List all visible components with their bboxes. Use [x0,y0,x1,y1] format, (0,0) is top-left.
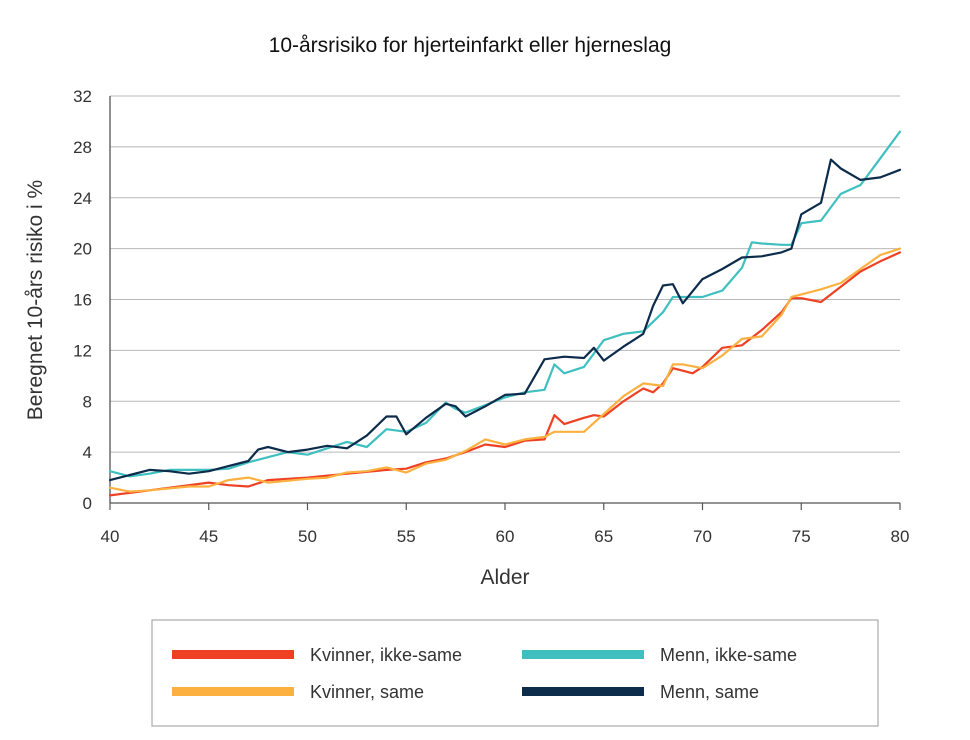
x-axis-ticks: 40 45 50 55 60 65 70 75 80 [101,503,910,546]
x-tick-label: 45 [199,527,218,546]
legend-label: Menn, ikke-same [660,645,797,665]
legend-swatch [522,650,644,659]
series-line-3 [108,130,902,478]
x-axis-label: Alder [480,566,529,589]
series-line-4 [108,158,902,482]
legend-label: Menn, same [660,682,759,702]
y-tick-label: 20 [73,240,92,259]
series-lines [108,130,902,497]
series-line-2 [108,247,902,493]
x-tick-label: 60 [496,527,515,546]
y-tick-label: 12 [73,341,92,360]
x-tick-label: 40 [101,527,120,546]
y-axis-ticks: 0 4 8 12 16 20 24 28 32 [73,87,92,513]
x-tick-label: 70 [693,527,712,546]
series-line-1 [108,251,902,497]
x-tick-label: 75 [792,527,811,546]
y-tick-label: 8 [83,392,92,411]
y-tick-label: 32 [73,87,92,106]
x-tick-label: 55 [397,527,416,546]
x-tick-label: 80 [891,527,910,546]
legend: Kvinner, ikke-same Menn, ikke-same Kvinner… [151,619,879,727]
legend-swatch [172,650,294,659]
y-tick-label: 24 [73,189,92,208]
legend-swatch [522,687,644,696]
y-tick-label: 4 [83,443,92,462]
legend-swatch [172,687,294,696]
legend-box [151,619,879,727]
y-tick-label: 0 [83,494,92,513]
chart-title: 10-årsrisiko for hjerteinfarkt eller hje… [269,34,672,57]
gridlines [110,95,900,453]
y-tick-label: 28 [73,138,92,157]
x-tick-label: 50 [298,527,317,546]
legend-label: Kvinner, ikke-same [310,645,462,665]
x-tick-label: 65 [594,527,613,546]
legend-label: Kvinner, same [310,682,424,702]
y-tick-label: 16 [73,291,92,310]
y-axis-label: Beregnet 10-års risiko i % [24,180,47,420]
